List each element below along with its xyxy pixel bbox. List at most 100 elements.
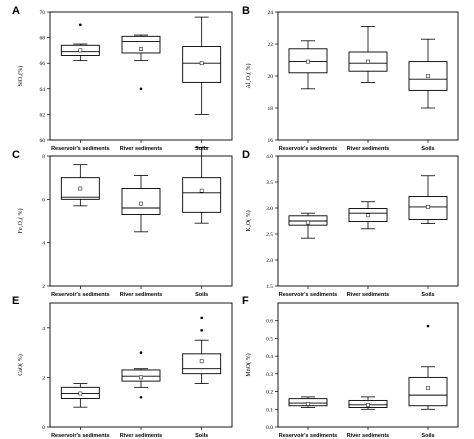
x-category-label: River sediments	[347, 433, 390, 439]
y-tick-label: 0.1	[266, 407, 273, 413]
mean-marker	[199, 188, 204, 193]
mean-marker	[306, 59, 310, 64]
iqr-box	[288, 215, 328, 226]
y-tick-label: 3.5	[266, 180, 273, 186]
box-1	[288, 396, 328, 408]
iqr-box	[408, 376, 448, 407]
y-tick-label: 3.0	[266, 206, 273, 212]
y-tick-label: 2	[42, 375, 45, 381]
iqr-box	[121, 188, 161, 215]
x-category-label: Soils	[195, 433, 208, 439]
box-2	[348, 396, 388, 410]
panel-a: A 60 62 64 66 68 70 SiO₂(%) Reservoir's sediment…	[12, 5, 233, 152]
x-category-label: Soils	[421, 433, 434, 439]
box-1	[288, 40, 328, 90]
mean-marker	[199, 359, 204, 364]
y-tick-label: 68	[40, 36, 46, 42]
x-category-label: River sediments	[120, 433, 163, 439]
panel-f: F 0.0 0.1 0.2 0.3 0.4 0.5 0.6 MnO( %) Reservoir's…	[242, 295, 459, 439]
y-tick-label: 66	[40, 61, 46, 67]
outlier-point	[200, 328, 203, 332]
y-axis-label: CaO( %)	[17, 354, 24, 376]
box-3	[182, 146, 222, 224]
iqr-box	[182, 353, 222, 375]
mean-marker	[78, 186, 83, 191]
y-tick-label: 0.4	[266, 354, 273, 360]
iqr-box	[182, 177, 222, 213]
panel-label: B	[242, 5, 250, 17]
iqr-box	[121, 369, 161, 382]
panel-label: C	[12, 149, 20, 161]
x-category-label: Reservoir's sediments	[279, 146, 337, 152]
y-axis-label: SiO₂(%)	[17, 66, 24, 86]
x-category-label: Reservoir's sediments	[51, 292, 109, 298]
y-tick-label: 4	[42, 326, 45, 332]
box-1	[288, 212, 328, 239]
x-category-label: River sediments	[120, 292, 163, 298]
x-category-label: Soils	[421, 292, 434, 298]
y-tick-label: 1.5	[266, 284, 273, 290]
y-tick-label: 0	[42, 425, 45, 431]
x-category-label: River sediments	[120, 146, 163, 152]
outlier-point	[79, 23, 82, 27]
box-2	[121, 34, 161, 91]
x-category-label: Reservoir's sediments	[279, 292, 337, 298]
outlier-point	[426, 324, 430, 328]
y-tick-label: 0.2	[266, 390, 273, 396]
panel-b: B 16 18 20 22 24 Al₂O₃( %) Reservoir's sediment…	[242, 5, 459, 152]
box-2	[348, 201, 388, 230]
outlier-point	[139, 87, 143, 91]
y-tick-label: 2	[42, 284, 45, 290]
box-2	[121, 175, 161, 233]
iqr-box	[121, 35, 161, 54]
y-tick-label: 8	[42, 154, 45, 160]
y-tick-label: 20	[268, 74, 274, 80]
box-3	[182, 316, 222, 385]
mean-marker	[306, 220, 310, 225]
mean-marker	[139, 375, 143, 380]
panel-label: A	[12, 5, 20, 17]
box-1	[60, 23, 100, 62]
x-category-label: Reservoir's sediments	[279, 433, 337, 439]
y-tick-label: 22	[268, 42, 274, 48]
y-tick-label: 0.0	[266, 425, 273, 431]
x-category-label: River sediments	[347, 292, 390, 298]
x-category-label: River sediments	[347, 146, 390, 152]
y-tick-label: 4	[42, 241, 45, 247]
y-axis-label: Fe₂O₃( %)	[17, 208, 24, 233]
box-2	[121, 351, 161, 399]
outlier-point	[139, 395, 143, 399]
y-tick-label: 24	[268, 10, 274, 16]
y-tick-label: 0.5	[266, 336, 273, 342]
mean-marker	[426, 74, 430, 78]
y-tick-label: 62	[40, 112, 46, 118]
x-category-label: Soils	[421, 146, 434, 152]
y-tick-label: 2.5	[266, 232, 273, 238]
mean-marker	[426, 386, 430, 390]
y-tick-label: 0.6	[266, 319, 273, 325]
y-tick-label: 2.0	[266, 258, 273, 264]
y-tick-label: 0.3	[266, 372, 273, 378]
mean-marker	[78, 48, 83, 53]
box-1	[60, 383, 100, 408]
panel-c: C 2 4 6 8 Fe₂O₃( %) Reservoir's sediments River…	[12, 146, 233, 298]
y-axis-label: Al₂O₃( %)	[245, 63, 252, 88]
box-3	[408, 324, 448, 410]
panel-label: D	[242, 149, 250, 161]
outlier-point	[139, 351, 143, 354]
y-tick-label: 16	[268, 138, 274, 144]
mean-marker	[78, 391, 83, 396]
mean-marker	[426, 205, 430, 209]
box-3	[182, 16, 222, 115]
mean-marker	[366, 59, 370, 64]
y-tick-label: 60	[40, 138, 46, 144]
x-category-label: Reservoir's sediments	[51, 146, 109, 152]
mean-marker	[199, 61, 204, 66]
outlier-point	[200, 316, 203, 320]
y-tick-label: 70	[40, 10, 46, 16]
x-category-label: Reservoir's sediments	[51, 433, 109, 439]
y-tick-label: 64	[40, 87, 46, 93]
panel-d: D 1.5 2.0 2.5 3.0 3.5 4.0 K₂O( %) Reservoir's se…	[242, 149, 459, 298]
box-3	[408, 175, 448, 225]
